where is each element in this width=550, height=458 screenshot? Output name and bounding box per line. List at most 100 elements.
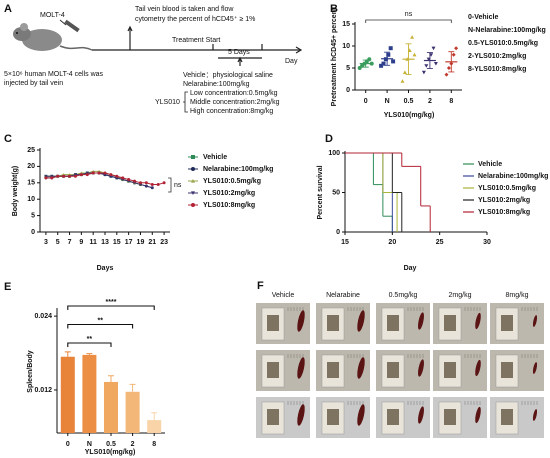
y-tick-label: 10 xyxy=(27,196,35,203)
legend-label: YLS010:0.5mg/kg xyxy=(478,185,536,192)
error-bar xyxy=(405,43,412,76)
error-bar xyxy=(108,375,114,382)
y-tick-label: 0 xyxy=(336,229,340,236)
error-bar xyxy=(64,351,71,357)
error-bar xyxy=(151,412,158,421)
treatment-start: Treatment Start xyxy=(172,37,220,44)
legend-label: YLS010:2mg/kg xyxy=(203,190,255,197)
panel-label: A xyxy=(4,3,12,15)
legend-label: YLS010:8mg/kg xyxy=(478,209,530,216)
x-tick-label: 9 xyxy=(79,239,83,246)
x-tick-label: 5 xyxy=(56,239,60,246)
photo-label-box xyxy=(327,362,339,378)
bar xyxy=(104,381,118,433)
bracket xyxy=(67,305,155,310)
panel-label: C xyxy=(4,133,12,145)
dose-text: Low concentration:0.5mg/kg xyxy=(190,90,278,97)
legend-label: YLS010:2mg/kg xyxy=(478,197,530,204)
blood-text: cytometry the percent of hCD45⁺ ≥ 1% xyxy=(135,15,255,23)
spleen xyxy=(532,315,538,327)
legend-marker xyxy=(191,203,195,207)
spleen xyxy=(418,312,424,330)
spleen xyxy=(357,357,365,379)
photo-label-box xyxy=(267,409,279,425)
spleen xyxy=(475,312,481,330)
x-tick-label: 21 xyxy=(148,239,156,246)
y-tick-label: 50 xyxy=(332,189,340,196)
marker xyxy=(431,46,436,51)
column-header: 2mg/kg xyxy=(449,292,472,299)
photo-label-box xyxy=(387,409,399,425)
bar xyxy=(147,420,162,433)
photo-label-box xyxy=(501,315,513,331)
marker xyxy=(156,182,160,186)
x-axis-label: Days xyxy=(97,265,114,272)
x-tick-label: 17 xyxy=(125,239,133,246)
marker xyxy=(97,171,101,175)
y-axis-label: Pretreatment hCD45+ percent xyxy=(331,7,338,106)
axis-label: Day xyxy=(285,58,298,65)
marker xyxy=(400,79,405,83)
photo-label-box xyxy=(501,362,513,378)
marker xyxy=(56,174,60,178)
photo-label-box xyxy=(267,315,279,331)
y-tick-label: 0.024 xyxy=(34,313,52,320)
marker xyxy=(62,174,66,178)
y-tick-label: 0 xyxy=(31,229,35,236)
column-header: 0.5mg/kg xyxy=(389,292,418,299)
y-tick-label: 0 xyxy=(346,87,350,94)
photo-label-box xyxy=(387,315,399,331)
marker xyxy=(85,173,89,177)
marker xyxy=(388,46,393,51)
cell-line: MOLT-4 xyxy=(40,12,65,19)
x-tick-label: 0 xyxy=(364,98,368,105)
panel-a: A MOLT-4 5×10⁶ human MOLT-4 cells was in… xyxy=(4,3,303,115)
marker xyxy=(133,179,137,183)
legend-label: 8-YLS010:8mg/kg xyxy=(468,66,526,73)
marker xyxy=(121,176,125,180)
photo-label-box xyxy=(501,409,513,425)
legend-label: 0.5-YLS010:0.5mg/kg xyxy=(468,40,538,47)
marker xyxy=(68,174,72,178)
marker xyxy=(444,72,449,77)
marker xyxy=(391,59,396,64)
spleen xyxy=(297,404,305,426)
marker xyxy=(144,181,148,185)
marker xyxy=(150,182,154,186)
y-tick-label: 5 xyxy=(346,65,350,72)
panel-label: D xyxy=(325,133,333,145)
panel-label: F xyxy=(257,280,264,292)
spleen xyxy=(532,409,538,421)
x-tick-label: 13 xyxy=(101,239,109,246)
marker xyxy=(424,64,429,68)
x-tick-label: 0.5 xyxy=(404,98,414,105)
y-tick-label: 20 xyxy=(27,163,35,170)
spleen xyxy=(532,362,538,374)
bracket xyxy=(67,323,134,329)
legend-marker xyxy=(191,167,195,171)
error-bar xyxy=(426,52,433,69)
column-header: Nelarabine xyxy=(326,292,360,299)
bar xyxy=(60,356,75,433)
legend-label: 0-Vehicle xyxy=(468,14,498,21)
x-tick-label: 2 xyxy=(428,98,432,105)
x-axis-label: YLS010(mg/kg) xyxy=(85,449,136,456)
marker xyxy=(73,174,77,178)
spleen xyxy=(475,406,481,424)
y-tick-label: 100 xyxy=(328,150,340,157)
bracket xyxy=(168,177,172,193)
legend-label: 2-YLS010:2mg/kg xyxy=(468,53,526,60)
y-tick-label: 5 xyxy=(31,212,35,219)
marker xyxy=(50,176,54,180)
error-bar xyxy=(448,51,455,73)
timeline xyxy=(92,25,303,66)
error-bar xyxy=(129,383,136,392)
bracket xyxy=(67,342,112,347)
y-tick-label: 25 xyxy=(27,147,35,154)
x-tick-label: 19 xyxy=(137,239,145,246)
marker xyxy=(150,186,154,190)
significance-label: ** xyxy=(97,317,103,324)
x-tick-label: 8 xyxy=(152,441,156,448)
injection-text: 5×10⁶ human MOLT-4 cells was xyxy=(4,71,104,78)
marker xyxy=(127,178,131,182)
